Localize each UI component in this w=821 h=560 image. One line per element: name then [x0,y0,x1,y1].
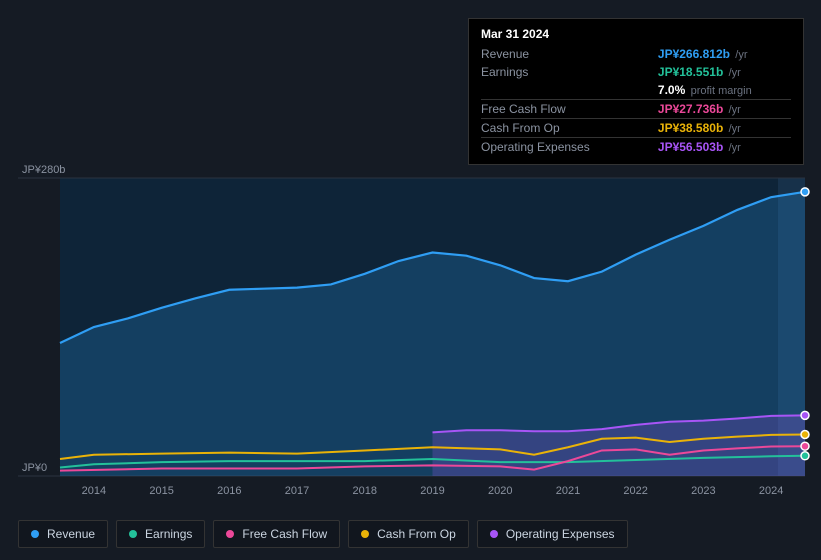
legend-label: Cash From Op [377,527,456,541]
tooltip-row-label: Cash From Op [481,119,658,138]
legend-label: Operating Expenses [506,527,615,541]
tooltip-row-unit: /yr [727,67,741,79]
legend-dot-icon [31,530,39,538]
tooltip-row: Free Cash FlowJP¥27.736b /yr [481,100,791,119]
legend-label: Earnings [145,527,192,541]
chart-tooltip: Mar 31 2024 RevenueJP¥266.812b /yrEarnin… [468,18,804,165]
tooltip-row: Operating ExpensesJP¥56.503b /yr [481,138,791,157]
x-axis-label: 2016 [217,485,241,497]
x-axis-label: 2022 [623,485,647,497]
financial-chart: { "chart":{ "type":"line-area", "plot":{… [0,0,821,560]
y-axis-label: JP¥280b [22,164,65,176]
x-axis-label: 2015 [149,485,173,497]
tooltip-row: RevenueJP¥266.812b /yr [481,45,791,63]
legend-dot-icon [361,530,369,538]
tooltip-row-label: Revenue [481,45,658,63]
tooltip-row-unit: /yr [727,123,741,135]
legend-item-opex[interactable]: Operating Expenses [477,520,628,548]
chart-legend: Revenue Earnings Free Cash Flow Cash From O… [18,520,628,548]
legend-dot-icon [129,530,137,538]
x-axis-label: 2020 [488,485,512,497]
tooltip-row: Cash From OpJP¥38.580b /yr [481,119,791,138]
tooltip-row-label [481,81,658,100]
tooltip-row-unit: profit margin [689,85,752,97]
x-axis-label: 2023 [691,485,715,497]
tooltip-row-label: Free Cash Flow [481,100,658,119]
tooltip-row-unit: /yr [727,142,741,154]
tooltip-row-unit: /yr [727,104,741,116]
tooltip-row-value: JP¥266.812b [658,47,730,61]
tooltip-date: Mar 31 2024 [481,27,791,41]
tooltip-row-value: 7.0% [658,83,685,97]
x-axis-label: 2017 [285,485,309,497]
tooltip-row-value: JP¥18.551b [658,65,723,79]
x-axis-label: 2024 [759,485,783,497]
legend-item-revenue[interactable]: Revenue [18,520,108,548]
x-axis-label: 2021 [556,485,580,497]
tooltip-row-value: JP¥56.503b [658,140,723,154]
x-axis-label: 2014 [82,485,106,497]
legend-dot-icon [490,530,498,538]
tooltip-row-label: Operating Expenses [481,138,658,157]
tooltip-row-value: JP¥38.580b [658,121,723,135]
x-axis-label: 2019 [420,485,444,497]
x-axis-label: 2018 [353,485,377,497]
legend-item-earnings[interactable]: Earnings [116,520,205,548]
tooltip-row-unit: /yr [733,49,747,61]
legend-label: Free Cash Flow [242,527,327,541]
legend-item-fcf[interactable]: Free Cash Flow [213,520,340,548]
tooltip-row: EarningsJP¥18.551b /yr [481,63,791,81]
legend-item-cfo[interactable]: Cash From Op [348,520,469,548]
tooltip-row-label: Earnings [481,63,658,81]
tooltip-row: 7.0% profit margin [481,81,791,100]
legend-label: Revenue [47,527,95,541]
tooltip-table: RevenueJP¥266.812b /yrEarningsJP¥18.551b… [481,45,791,156]
legend-dot-icon [226,530,234,538]
y-axis-label: JP¥0 [22,462,47,474]
tooltip-row-value: JP¥27.736b [658,102,723,116]
